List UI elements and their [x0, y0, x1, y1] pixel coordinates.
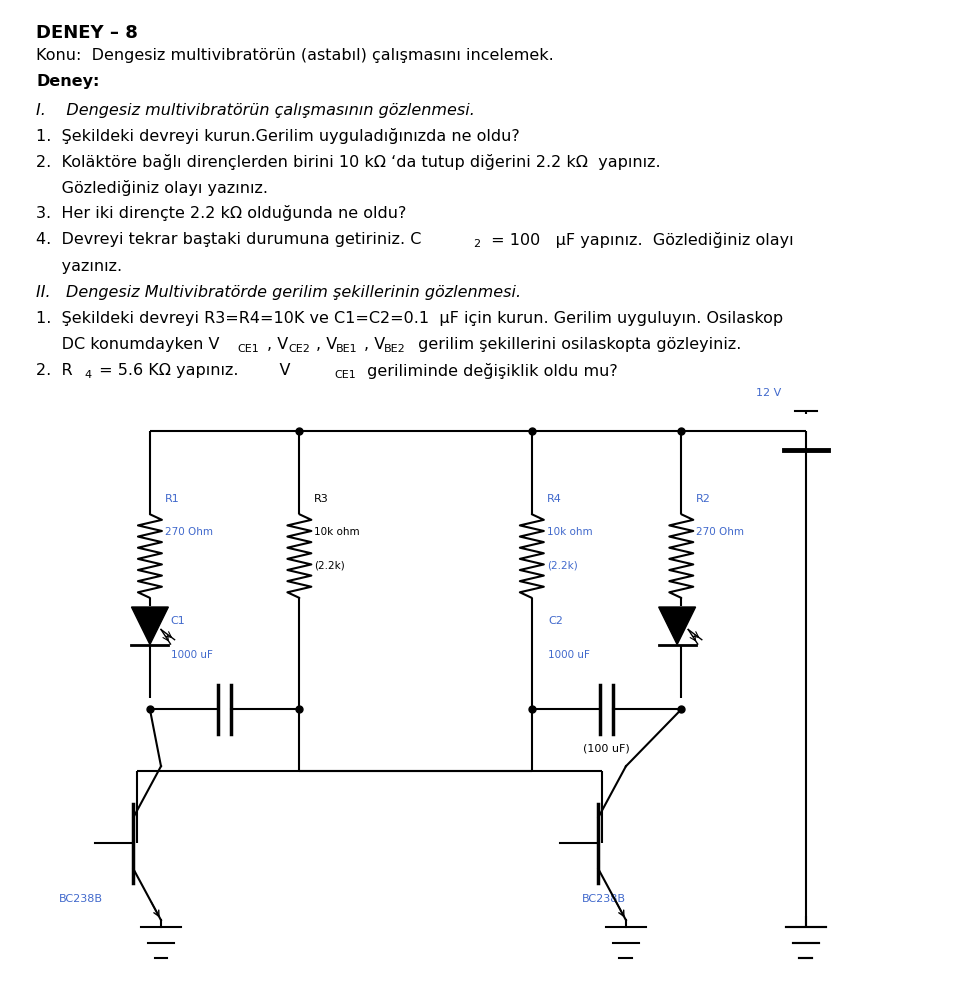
- Text: II.   Dengesiz Multivibratörde gerilim şekillerinin gözlenmesi.: II. Dengesiz Multivibratörde gerilim şek…: [36, 285, 521, 300]
- Text: 1000 uF: 1000 uF: [548, 649, 590, 659]
- Text: Konu:  Dengesiz multivibratörün (astabıl) çalışmasını incelemek.: Konu: Dengesiz multivibratörün (astabıl)…: [36, 48, 554, 63]
- Text: BE2: BE2: [384, 343, 406, 353]
- Text: Deney:: Deney:: [36, 75, 100, 89]
- Text: DC konumdayken V: DC konumdayken V: [36, 336, 220, 351]
- Polygon shape: [659, 607, 696, 645]
- Text: (2.2k): (2.2k): [547, 560, 578, 570]
- Text: 3.  Her iki dirençte 2.2 kΩ olduğunda ne oldu?: 3. Her iki dirençte 2.2 kΩ olduğunda ne …: [36, 205, 407, 222]
- Text: 10k ohm: 10k ohm: [314, 527, 360, 537]
- Text: DENEY – 8: DENEY – 8: [36, 24, 138, 42]
- Text: gerilim şekillerini osilaskopta gözleyiniz.: gerilim şekillerini osilaskopta gözleyin…: [413, 336, 741, 351]
- Text: 2: 2: [473, 239, 480, 248]
- Text: 2.  Koläktöre bağlı dirençlerden birini 10 kΩ ‘da tutup diğerini 2.2 kΩ  yapınız: 2. Koläktöre bağlı dirençlerden birini 1…: [36, 154, 661, 170]
- Text: R3: R3: [314, 493, 329, 503]
- Text: yazınız.: yazınız.: [36, 258, 123, 273]
- Text: BE1: BE1: [336, 343, 358, 353]
- Text: geriliminde değişiklik oldu mu?: geriliminde değişiklik oldu mu?: [362, 363, 618, 379]
- Text: 12 V: 12 V: [756, 388, 781, 398]
- Text: R4: R4: [547, 493, 562, 503]
- Text: , V: , V: [364, 336, 385, 351]
- Text: CE1: CE1: [237, 343, 259, 353]
- Text: 10k ohm: 10k ohm: [547, 527, 592, 537]
- Text: BC238B: BC238B: [59, 894, 103, 904]
- Text: = 5.6 KΩ yapınız.        V: = 5.6 KΩ yapınız. V: [94, 363, 290, 378]
- Text: 270 Ohm: 270 Ohm: [165, 527, 213, 537]
- Text: C1: C1: [171, 615, 185, 625]
- Text: BC238B: BC238B: [582, 894, 626, 904]
- Text: 1.  Şekildeki devreyi R3=R4=10K ve C1=C2=0.1  μF için kurun. Gerilim uyguluyın. : 1. Şekildeki devreyi R3=R4=10K ve C1=C2=…: [36, 311, 783, 326]
- Text: R2: R2: [696, 493, 711, 503]
- Text: C2: C2: [548, 615, 564, 625]
- Text: 2.  R: 2. R: [36, 363, 73, 378]
- Text: , V: , V: [267, 336, 288, 351]
- Text: = 100   μF yapınız.  Gözlediğiniz olayı: = 100 μF yapınız. Gözlediğiniz olayı: [486, 232, 793, 248]
- Text: 1.  Şekildeki devreyi kurun.Gerilim uyguladığınızda ne oldu?: 1. Şekildeki devreyi kurun.Gerilim uygul…: [36, 128, 520, 144]
- Text: (100 uF): (100 uF): [583, 744, 630, 753]
- Text: 4.  Devreyi tekrar baştaki durumuna getiriniz. C: 4. Devreyi tekrar baştaki durumuna getir…: [36, 232, 421, 247]
- Text: 1000 uF: 1000 uF: [171, 649, 212, 659]
- Text: , V: , V: [316, 336, 337, 351]
- Text: CE1: CE1: [334, 370, 356, 380]
- Text: Gözlediğiniz olayı yazınız.: Gözlediğiniz olayı yazınız.: [36, 180, 269, 196]
- Text: I.    Dengesiz multivibratörün çalışmasının gözlenmesi.: I. Dengesiz multivibratörün çalışmasının…: [36, 102, 475, 117]
- Text: 4: 4: [84, 370, 91, 380]
- Text: R1: R1: [165, 493, 180, 503]
- Polygon shape: [132, 607, 168, 645]
- Text: CE2: CE2: [288, 343, 310, 353]
- Text: (2.2k): (2.2k): [314, 560, 345, 570]
- Text: 270 Ohm: 270 Ohm: [696, 527, 744, 537]
